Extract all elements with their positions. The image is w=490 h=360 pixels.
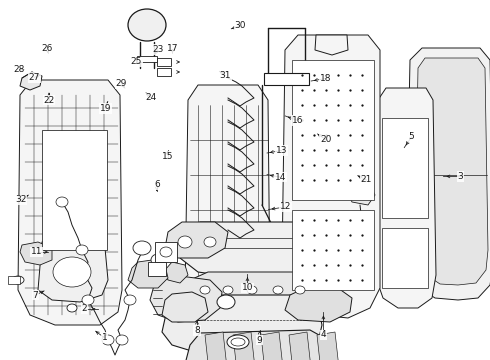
- Text: 29: 29: [116, 79, 127, 88]
- Polygon shape: [150, 276, 222, 322]
- Text: 1: 1: [101, 333, 107, 342]
- Bar: [382, 228, 428, 288]
- Text: 14: 14: [274, 173, 286, 181]
- Bar: [8, 276, 20, 284]
- Polygon shape: [317, 332, 339, 360]
- Bar: [292, 210, 374, 290]
- Ellipse shape: [124, 295, 136, 305]
- Ellipse shape: [217, 295, 235, 309]
- Text: 21: 21: [361, 175, 372, 184]
- Text: 15: 15: [162, 152, 173, 161]
- Text: 18: 18: [320, 74, 332, 83]
- Bar: [155, 242, 177, 262]
- Polygon shape: [415, 58, 488, 285]
- Polygon shape: [20, 242, 52, 265]
- Ellipse shape: [151, 254, 165, 266]
- Text: 19: 19: [99, 104, 111, 113]
- Polygon shape: [180, 222, 358, 278]
- Ellipse shape: [231, 338, 245, 346]
- Ellipse shape: [116, 335, 128, 345]
- Polygon shape: [185, 85, 270, 332]
- Ellipse shape: [273, 286, 283, 294]
- Text: 9: 9: [257, 336, 263, 345]
- Bar: [42, 130, 107, 250]
- Polygon shape: [162, 292, 208, 322]
- Polygon shape: [289, 332, 311, 360]
- Text: 26: 26: [42, 44, 53, 53]
- Text: 20: 20: [320, 135, 332, 144]
- Text: 30: 30: [234, 22, 246, 31]
- Ellipse shape: [200, 286, 210, 294]
- Ellipse shape: [204, 237, 216, 247]
- Bar: [382, 118, 428, 218]
- Text: 31: 31: [220, 71, 231, 80]
- Text: 27: 27: [28, 73, 40, 82]
- Text: 2: 2: [81, 304, 87, 313]
- Text: 4: 4: [320, 330, 326, 339]
- Text: 7: 7: [32, 291, 38, 300]
- Ellipse shape: [82, 295, 94, 305]
- Text: 24: 24: [146, 94, 156, 102]
- Ellipse shape: [227, 335, 249, 349]
- Ellipse shape: [223, 286, 233, 294]
- Ellipse shape: [133, 241, 151, 255]
- Polygon shape: [406, 48, 490, 300]
- Polygon shape: [345, 182, 375, 205]
- Text: 28: 28: [13, 65, 24, 74]
- Ellipse shape: [160, 247, 172, 257]
- Text: 12: 12: [279, 202, 291, 211]
- Ellipse shape: [128, 9, 166, 41]
- Ellipse shape: [56, 197, 68, 207]
- Polygon shape: [38, 238, 108, 302]
- Polygon shape: [165, 262, 188, 283]
- Polygon shape: [285, 288, 352, 322]
- Polygon shape: [282, 35, 380, 318]
- Bar: [157, 68, 171, 76]
- Ellipse shape: [247, 286, 257, 294]
- Text: 16: 16: [292, 116, 304, 125]
- Text: 22: 22: [44, 96, 54, 105]
- Ellipse shape: [295, 286, 305, 294]
- Text: 17: 17: [167, 44, 178, 53]
- Polygon shape: [315, 35, 348, 55]
- Polygon shape: [18, 80, 122, 325]
- Ellipse shape: [53, 257, 91, 287]
- Text: 3: 3: [458, 172, 464, 181]
- Text: 6: 6: [154, 180, 160, 189]
- Text: 10: 10: [242, 284, 253, 292]
- Polygon shape: [128, 260, 168, 288]
- Ellipse shape: [67, 304, 77, 312]
- Ellipse shape: [178, 236, 192, 248]
- Bar: [148, 262, 166, 276]
- Bar: [292, 60, 374, 200]
- Bar: [137, 56, 157, 62]
- Polygon shape: [261, 332, 283, 360]
- Polygon shape: [233, 332, 255, 360]
- Text: 32: 32: [15, 195, 26, 204]
- Polygon shape: [186, 272, 315, 308]
- Text: 5: 5: [409, 132, 415, 141]
- Ellipse shape: [12, 276, 24, 284]
- Polygon shape: [375, 88, 436, 308]
- Polygon shape: [162, 295, 322, 355]
- Polygon shape: [165, 222, 228, 258]
- Text: 23: 23: [152, 45, 164, 54]
- Bar: [157, 58, 171, 66]
- Polygon shape: [322, 224, 348, 245]
- Polygon shape: [205, 332, 227, 360]
- Ellipse shape: [102, 335, 114, 345]
- Text: 25: 25: [130, 57, 142, 66]
- Polygon shape: [184, 330, 330, 360]
- Polygon shape: [20, 72, 42, 90]
- Text: 13: 13: [276, 146, 288, 155]
- Bar: [264, 73, 309, 85]
- Text: 11: 11: [31, 247, 43, 256]
- Text: 8: 8: [194, 326, 200, 335]
- Ellipse shape: [76, 245, 88, 255]
